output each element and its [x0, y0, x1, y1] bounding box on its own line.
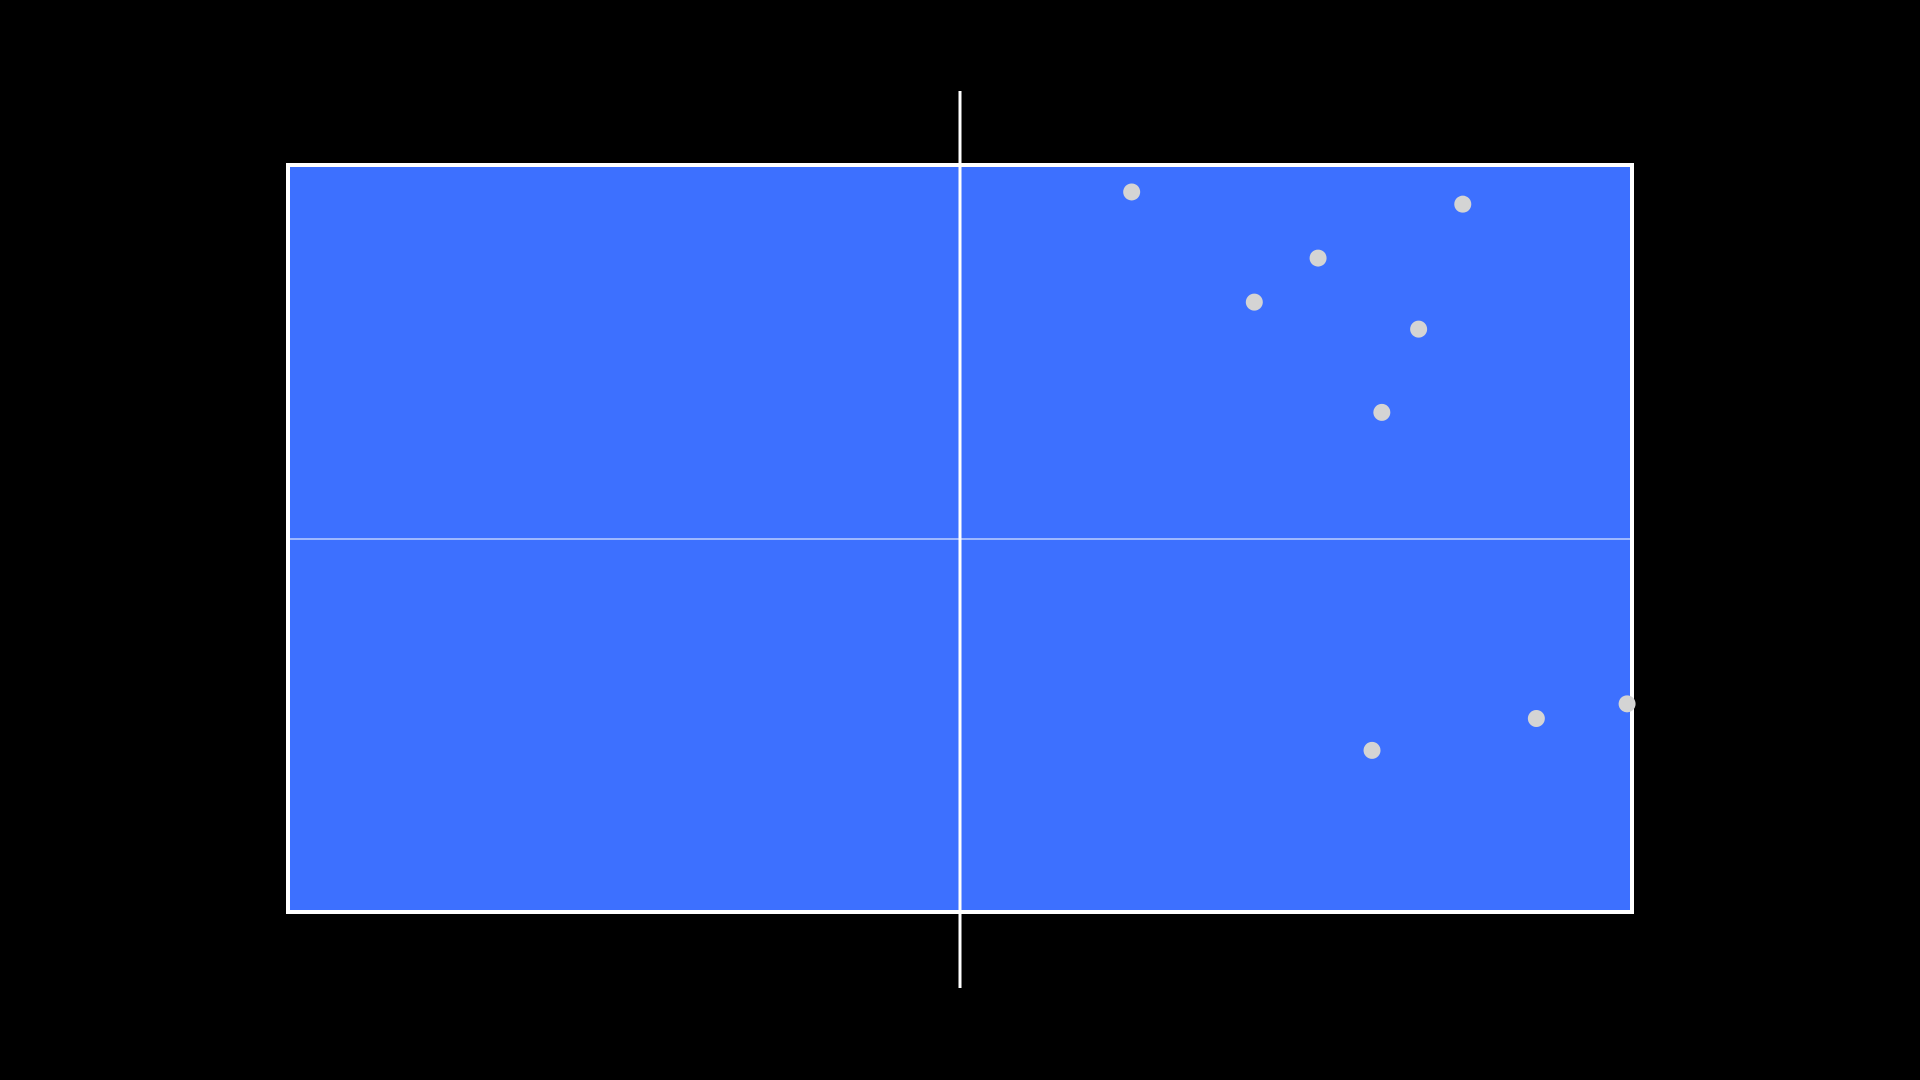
ball-point [1123, 183, 1141, 201]
ball-point [1309, 249, 1327, 267]
ball-point [1363, 741, 1381, 759]
ball-point [1454, 195, 1472, 213]
ball-point [1527, 710, 1545, 728]
ball-point [1410, 320, 1428, 338]
ball-point [1373, 403, 1391, 421]
ball-point [1245, 293, 1263, 311]
ball-point [1618, 695, 1636, 713]
